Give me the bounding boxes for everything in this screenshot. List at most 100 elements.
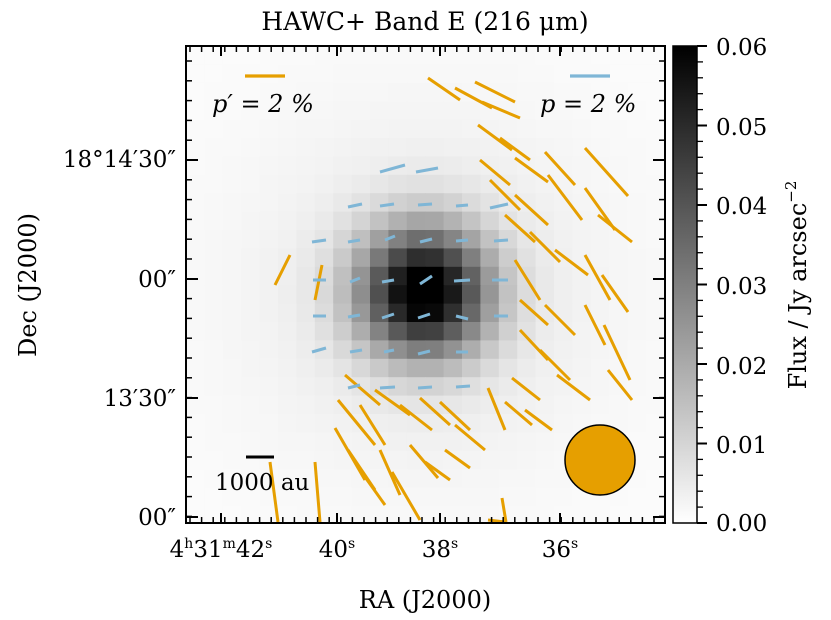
- flux-pixel: [480, 340, 500, 360]
- flux-pixel: [333, 230, 353, 249]
- flux-pixel: [241, 377, 261, 397]
- flux-pixel: [443, 340, 463, 360]
- flux-pixel: [443, 211, 463, 231]
- flux-pixel: [462, 450, 481, 470]
- flux-pixel: [222, 193, 242, 213]
- y-tick-label: 00″: [138, 505, 176, 531]
- flux-pixel: [443, 432, 463, 452]
- flux-pixel: [627, 340, 647, 360]
- flux-pixel: [370, 46, 389, 65]
- flux-pixel: [425, 322, 445, 341]
- flux-pixel: [535, 193, 555, 213]
- flux-pixel: [646, 82, 665, 102]
- flux-pixel: [296, 414, 316, 433]
- flux-pixel: [222, 377, 242, 397]
- flux-pixel: [425, 101, 445, 121]
- flux-pixel: [388, 303, 408, 323]
- flux-pixel: [259, 358, 279, 378]
- flux-pixel: [554, 395, 573, 415]
- flux-pixel: [425, 138, 445, 157]
- flux-pixel: [241, 266, 261, 286]
- flux-pixel: [314, 138, 334, 157]
- flux-pixel: [517, 340, 537, 360]
- flux-pixel: [627, 414, 647, 433]
- flux-pixel: [278, 322, 297, 341]
- flux-pixel: [370, 193, 389, 213]
- p-vector: [347, 202, 363, 209]
- flux-pixel: [204, 193, 224, 213]
- flux-pixel: [462, 138, 481, 157]
- flux-pixel: [627, 285, 647, 305]
- flux-pixel: [462, 64, 481, 84]
- flux-pixel: [554, 46, 573, 65]
- flux-pixel: [259, 322, 279, 341]
- flux-pixel: [517, 395, 537, 415]
- p-vector: [417, 385, 433, 390]
- flux-pixel: [498, 64, 518, 84]
- flux-pixel: [480, 450, 500, 470]
- flux-pixel: [222, 64, 242, 84]
- flux-pixel: [259, 211, 279, 231]
- flux-pixel: [443, 266, 463, 286]
- p-prime-vector: [556, 373, 591, 402]
- p-prime-vector: [528, 230, 562, 264]
- flux-pixel: [351, 506, 371, 523]
- flux-pixel: [462, 285, 481, 305]
- p-vector: [383, 348, 395, 354]
- p-prime-vector: [597, 213, 633, 244]
- flux-pixel: [333, 487, 353, 507]
- flux-pixel: [609, 193, 629, 213]
- flux-pixel: [498, 432, 518, 452]
- flux-pixel: [370, 101, 389, 121]
- flux-pixel: [517, 322, 537, 341]
- flux-pixel: [259, 248, 279, 268]
- flux-pixel: [370, 119, 389, 139]
- flux-pixel: [646, 340, 665, 360]
- flux-pixel: [370, 82, 389, 102]
- flux-pixel: [333, 64, 353, 84]
- flux-pixel: [535, 64, 555, 84]
- flux-pixel: [259, 395, 279, 415]
- flux-pixel: [296, 506, 316, 523]
- flux-pixel: [388, 414, 408, 433]
- flux-pixel: [333, 174, 353, 194]
- flux-pixel: [296, 101, 316, 121]
- flux-pixel: [351, 266, 371, 286]
- flux-pixel: [186, 82, 205, 102]
- colorbar-tick-label: 0.06: [716, 35, 767, 61]
- p-vector: [415, 166, 439, 174]
- flux-pixel: [278, 487, 297, 507]
- flux-pixel: [572, 46, 592, 65]
- flux-pixel: [443, 138, 463, 157]
- flux-pixel: [370, 432, 389, 452]
- flux-pixel: [204, 487, 224, 507]
- flux-pixel: [204, 377, 224, 397]
- flux-pixel: [646, 174, 665, 194]
- p-prime-vector: [268, 461, 280, 523]
- flux-pixel: [241, 82, 261, 102]
- flux-pixel: [388, 230, 408, 249]
- flux-pixel: [314, 119, 334, 139]
- flux-pixel: [590, 174, 610, 194]
- flux-pixel: [646, 487, 665, 507]
- flux-pixel: [241, 340, 261, 360]
- flux-pixel: [333, 156, 353, 176]
- flux-pixel: [388, 46, 408, 65]
- flux-pixel: [646, 193, 665, 213]
- flux-pixel: [278, 119, 297, 139]
- flux-pixel: [278, 193, 297, 213]
- flux-pixel: [186, 322, 205, 341]
- flux-pixel: [462, 506, 481, 523]
- flux-pixel: [186, 266, 205, 286]
- flux-pixel: [278, 432, 297, 452]
- flux-pixel: [259, 377, 279, 397]
- flux-pixel: [222, 432, 242, 452]
- flux-pixel: [627, 211, 647, 231]
- colorbar-tick-label: 0.03: [716, 274, 767, 300]
- flux-pixel: [278, 156, 297, 176]
- flux-pixel: [186, 193, 205, 213]
- x-axis-label: RA (J2000): [359, 586, 491, 614]
- flux-pixel: [554, 119, 573, 139]
- flux-pixel: [535, 395, 555, 415]
- flux-pixel: [480, 358, 500, 378]
